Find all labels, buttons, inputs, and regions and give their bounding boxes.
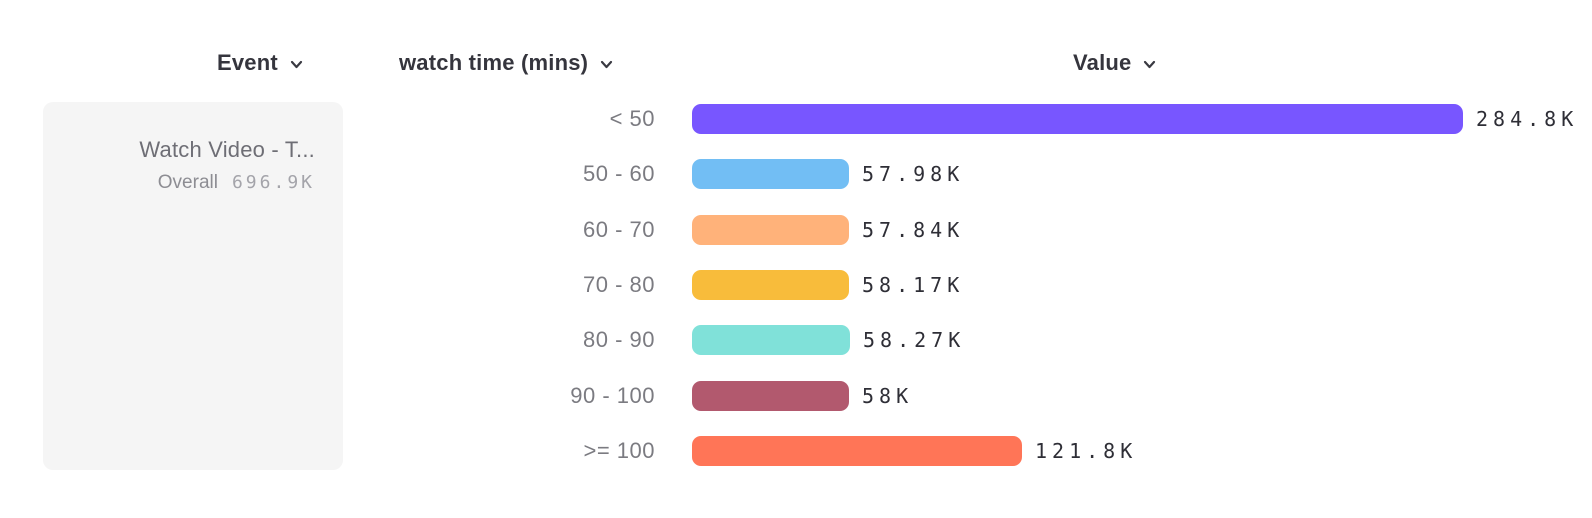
value-label: 284.8K [1476, 107, 1579, 131]
value-label: 121.8K [1035, 439, 1138, 463]
value-column-label: Value [1073, 50, 1132, 75]
chart-row: 50 - 60 57.98K [0, 159, 1592, 189]
chart-row: 70 - 80 58.17K [0, 270, 1592, 300]
category-label: >= 100 [583, 438, 655, 463]
overall-line: Overall 696.9K [63, 172, 315, 194]
value-bar[interactable] [692, 104, 1463, 134]
value-column-header[interactable]: Value [1073, 50, 1157, 76]
event-column-header[interactable]: Event [217, 50, 304, 76]
event-card: Watch Video - T... Overall 696.9K [43, 102, 343, 470]
breakdown-column-header[interactable]: watch time (mins) [399, 50, 614, 76]
value-label: 57.84K [862, 218, 965, 242]
value-label: 58.17K [862, 273, 965, 297]
category-label: 60 - 70 [583, 217, 655, 242]
chevron-down-icon [1142, 52, 1157, 78]
chart-row: 60 - 70 57.84K [0, 215, 1592, 245]
value-bar[interactable] [692, 159, 849, 189]
category-label: < 50 [609, 106, 655, 131]
chart-row: 80 - 90 58.27K [0, 325, 1592, 355]
value-bar[interactable] [692, 381, 849, 411]
chevron-down-icon [289, 52, 304, 78]
value-label: 58K [862, 384, 914, 408]
overall-value: 696.9K [231, 172, 315, 193]
category-label: 90 - 100 [570, 383, 655, 408]
category-label: 50 - 60 [583, 161, 655, 186]
value-bar[interactable] [692, 270, 849, 300]
value-bar[interactable] [692, 325, 850, 355]
value-label: 57.98K [862, 162, 965, 186]
value-bar[interactable] [692, 436, 1022, 466]
value-bar[interactable] [692, 215, 849, 245]
chevron-down-icon [599, 52, 614, 78]
event-column-label: Event [217, 50, 278, 75]
breakdown-column-label: watch time (mins) [399, 50, 589, 75]
chart-row: >= 100 121.8K [0, 436, 1592, 466]
overall-label: Overall [157, 172, 218, 193]
event-name[interactable]: Watch Video - T... [139, 137, 315, 162]
value-label: 58.27K [863, 328, 966, 352]
category-label: 70 - 80 [583, 272, 655, 297]
category-label: 80 - 90 [583, 327, 655, 352]
chart-row: 90 - 100 58K [0, 381, 1592, 411]
chart-row: < 50 284.8K [0, 104, 1592, 134]
